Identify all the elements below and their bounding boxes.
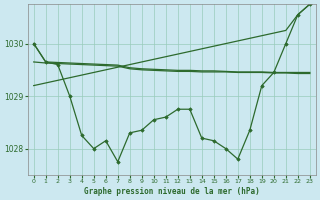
X-axis label: Graphe pression niveau de la mer (hPa): Graphe pression niveau de la mer (hPa) [84, 187, 260, 196]
